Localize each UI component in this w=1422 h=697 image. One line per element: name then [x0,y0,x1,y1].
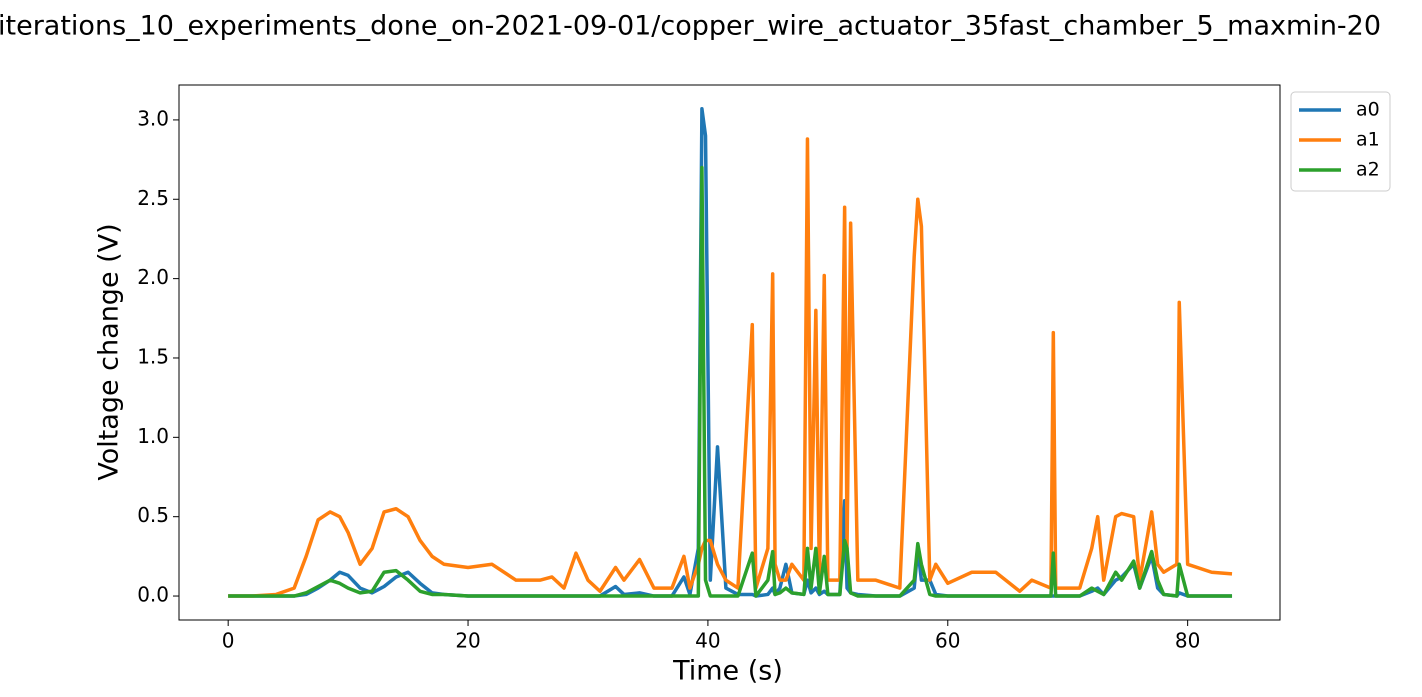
data-line [228,165,1233,598]
x-tick-label: 0 [222,629,235,653]
legend-label: a2 [1356,159,1380,181]
x-tick-label: 80 [1175,629,1200,653]
x-tick-label: 60 [935,629,960,653]
y-tick-label: 0.5 [137,503,169,527]
legend-label: a1 [1356,129,1380,151]
legend-label: a0 [1356,99,1380,121]
y-tick-label: 0.0 [137,583,169,607]
x-tick-label: 20 [455,629,480,653]
x-tick-label: 40 [695,629,720,653]
y-tick-label: 2.5 [137,186,169,210]
y-axis-label: Voltage change (V) [94,223,125,480]
axes-frame [178,84,1281,621]
y-tick-label: 2.0 [137,265,169,289]
y-tick-label: 3.0 [137,106,169,130]
x-axis-label: Time (s) [672,656,783,687]
chart-title: iterations_10_experiments_done_on-2021-0… [0,11,1381,42]
plot-area [228,107,1233,598]
y-tick-label: 1.5 [137,344,169,368]
y-tick-label: 1.0 [137,424,169,448]
data-line [228,137,1233,598]
